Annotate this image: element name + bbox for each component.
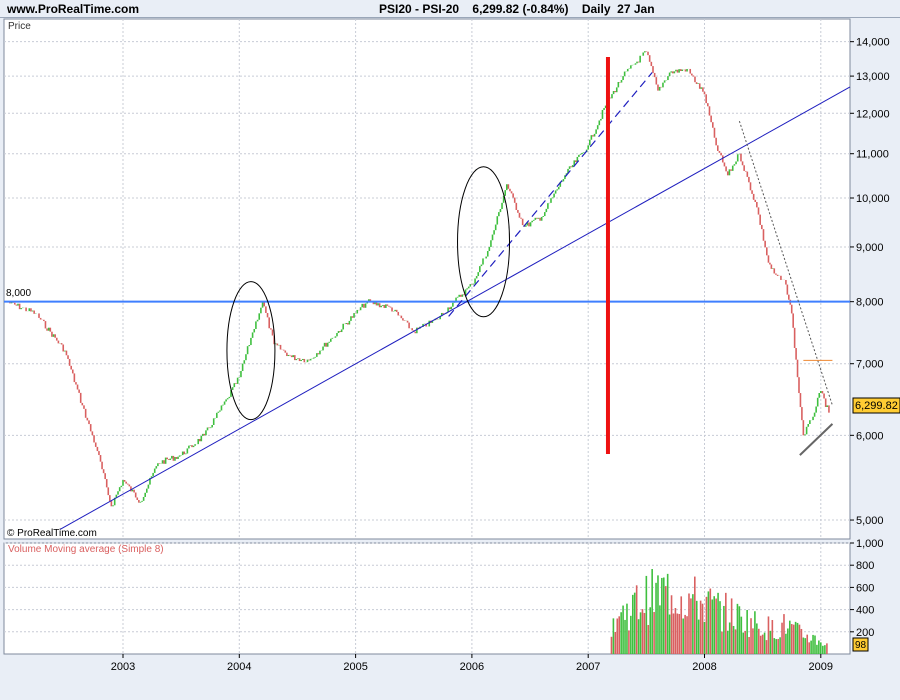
- level-label: 8,000: [6, 288, 31, 299]
- price-tick-label: 9,000: [856, 242, 884, 254]
- volume-tick-label: 1,000: [856, 538, 884, 550]
- volume-y-axis: 200 400 600 800 1,000: [850, 538, 884, 639]
- price-tick-label: 7,000: [856, 359, 884, 371]
- price-panel-label: Price: [8, 21, 31, 32]
- year-tick-label: 2009: [809, 661, 833, 673]
- period-label: Daily: [581, 2, 611, 16]
- price-change: (-0.84%): [522, 2, 569, 16]
- price-annotations: [4, 57, 851, 530]
- copyright-label[interactable]: © ProRealTime.com: [7, 528, 97, 539]
- svg-text:6,299.82: 6,299.82: [855, 400, 898, 412]
- volume-series: [610, 569, 828, 654]
- volume-panel-label: Volume Moving average (Simple 8): [8, 544, 164, 555]
- volume-tick-label: 800: [856, 560, 874, 572]
- highlight-ellipse: [457, 166, 511, 318]
- price-y-axis: 5,000 6,000 7,000 8,000 9,000 10,000 11,000 12,…: [850, 37, 890, 527]
- year-tick-label: 2007: [576, 661, 600, 673]
- year-tick-label: 2003: [111, 661, 135, 673]
- price-tick-label: 6,000: [856, 430, 884, 442]
- time-axis: 2003 2004 2005 2006 2007 2008 2009: [111, 654, 833, 673]
- svg-text:98: 98: [855, 640, 867, 651]
- price-tick-label: 10,000: [856, 193, 890, 205]
- price-plot-area: [3, 18, 851, 540]
- year-tick-label: 2006: [460, 661, 484, 673]
- last-price: 6,299.82: [472, 2, 520, 16]
- highlight-ellipse: [226, 281, 276, 421]
- last-volume-badge: 98: [852, 637, 869, 652]
- price-tick-label: 5,000: [856, 515, 884, 527]
- volume-tick-label: 600: [856, 582, 874, 594]
- year-tick-label: 2005: [343, 661, 367, 673]
- year-tick-label: 2004: [227, 661, 251, 673]
- volume-tick-label: 200: [856, 627, 874, 639]
- symbol-label: PSI20 - PSI-20: [379, 2, 460, 16]
- dashed-trend-line: [448, 72, 653, 317]
- price-tick-label: 11,000: [856, 149, 889, 161]
- price-tick-label: 8,000: [856, 297, 884, 309]
- long-trend-line: [59, 86, 851, 530]
- volume-tick-label: 400: [856, 605, 874, 617]
- last-price-badge: 6,299.82: [852, 397, 900, 414]
- price-tick-label: 14,000: [856, 37, 890, 49]
- price-tick-label: 13,000: [856, 71, 890, 83]
- quote-line: PSI20 - PSI-20 6,299.82 (-0.84%) Daily 2…: [379, 2, 655, 16]
- chart-header: www.ProRealTime.com PSI20 - PSI-20 6,299…: [0, 0, 900, 18]
- resistance-line: [738, 120, 833, 406]
- year-tick-label: 2008: [692, 661, 716, 673]
- site-name[interactable]: www.ProRealTime.com: [7, 2, 140, 16]
- date-label: 27 Jan: [617, 2, 655, 16]
- price-tick-label: 12,000: [856, 108, 890, 120]
- support-line: [799, 423, 834, 456]
